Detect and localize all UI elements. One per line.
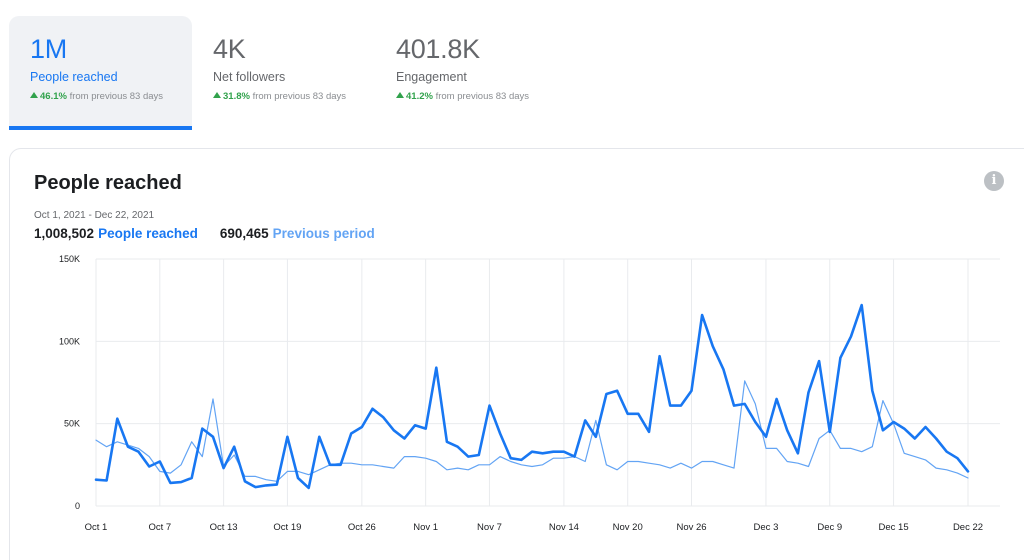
metric-change: 41.2% from previous 83 days [396,91,529,102]
metric-value: 4K [213,34,246,64]
up-arrow-icon [396,92,404,98]
x-tick-label: Dec 15 [879,522,909,533]
y-tick-label: 100K [59,336,80,346]
metric-label: Engagement [396,70,467,84]
up-arrow-icon [30,92,38,98]
x-tick-label: Nov 1 [413,522,438,533]
x-tick-label: Oct 7 [148,522,171,533]
current-label: People reached [98,226,198,241]
x-tick-label: Oct 1 [85,522,108,533]
tab-net-followers[interactable]: 4K Net followers 31.8% from previous 83 … [192,16,375,130]
x-tick-label: Dec 22 [953,522,983,533]
metric-value: 401.8K [396,34,480,64]
x-tick-label: Oct 13 [210,522,238,533]
change-text: from previous 83 days [69,91,164,102]
metric-value: 1M [30,34,67,64]
y-tick-label: 150K [59,254,80,264]
change-text: from previous 83 days [252,91,347,102]
x-tick-label: Nov 14 [549,522,579,533]
active-tab-indicator [9,126,192,130]
totals: 1,008,502 People reached 690,465 Previous p… [34,226,375,241]
change-percent: 41.2% [406,91,433,102]
up-arrow-icon [213,92,221,98]
x-tick-label: Dec 9 [817,522,842,533]
change-text: from previous 83 days [435,91,530,102]
card-title: People reached [34,172,182,194]
y-tick-label: 50K [64,419,80,429]
change-percent: 31.8% [223,91,250,102]
tab-people-reached[interactable]: 1M People reached 46.1% from previous 83… [9,16,192,130]
y-tick-label: 0 [75,501,80,511]
series-line-people-reached [94,303,970,490]
metric-label: Net followers [213,70,286,84]
date-range: Oct 1, 2021 - Dec 22, 2021 [34,210,155,221]
series-line-previous-period [95,380,969,482]
metric-tabs: 1M People reached 46.1% from previous 83… [0,0,1024,140]
x-tick-label: Nov 7 [477,522,502,533]
info-icon[interactable]: i [984,171,1004,191]
change-percent: 46.1% [40,91,67,102]
chart-card [9,148,1024,560]
x-tick-label: Dec 3 [754,522,779,533]
metric-label: People reached [30,70,118,84]
previous-label: Previous period [272,226,375,241]
x-tick-label: Nov 26 [676,522,706,533]
x-tick-label: Oct 26 [348,522,376,533]
metric-change: 31.8% from previous 83 days [213,91,346,102]
previous-total: 690,465 [219,226,269,241]
x-tick-label: Oct 19 [273,522,301,533]
x-tick-label: Nov 20 [613,522,643,533]
current-total: 1,008,502 [34,226,95,241]
metric-change: 46.1% from previous 83 days [30,91,163,102]
tab-engagement[interactable]: 401.8K Engagement 41.2% from previous 83… [375,16,565,130]
